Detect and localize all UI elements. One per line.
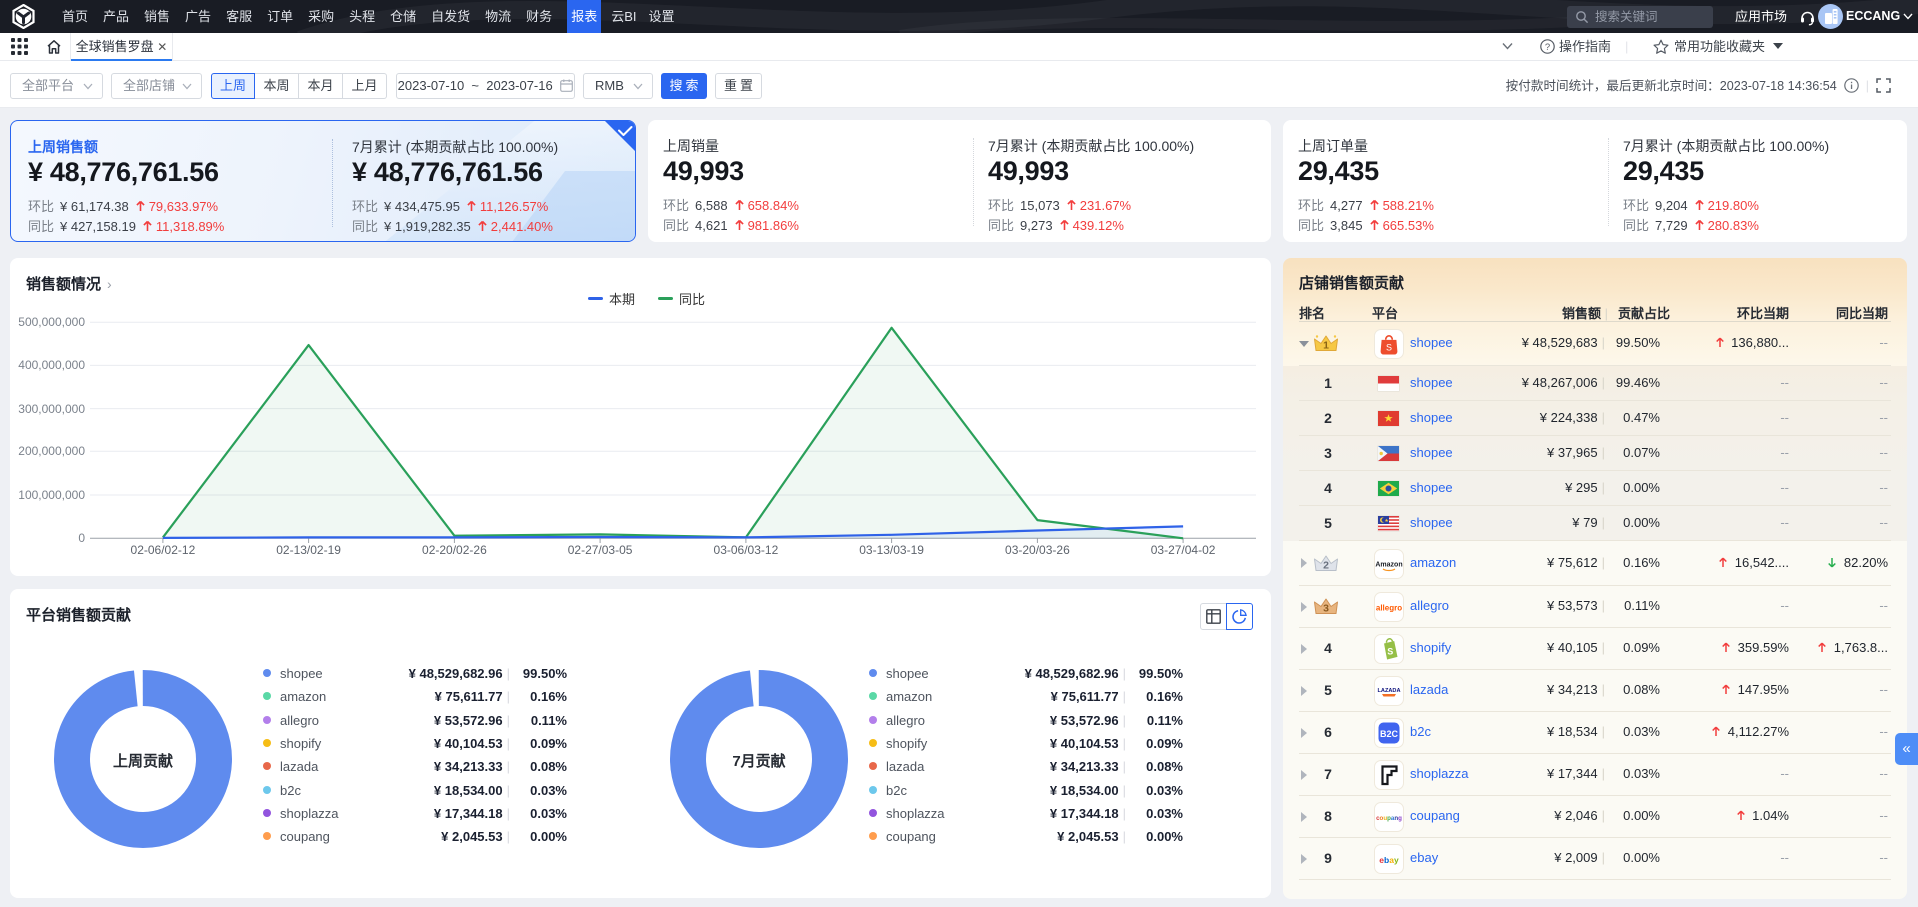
svg-text:400,000,000: 400,000,000 [18,358,85,372]
svg-text:coupang: coupang [1376,815,1402,822]
svg-text:02-27/03-05: 02-27/03-05 [568,543,633,557]
svg-text:02-20/02-26: 02-20/02-26 [422,543,487,557]
svg-text:同比: 同比 [679,292,705,307]
svg-text:200,000,000: 200,000,000 [18,444,85,458]
svg-text:allegro: allegro [1376,604,1402,613]
svg-text:LAZADA: LAZADA [1378,688,1401,694]
svg-text:300,000,000: 300,000,000 [18,402,85,416]
svg-text:S: S [1387,647,1393,657]
svg-text:本期: 本期 [609,292,635,307]
svg-text:100,000,000: 100,000,000 [18,488,85,502]
svg-text:ebay: ebay [1379,855,1399,865]
svg-text:?: ? [1545,42,1550,53]
svg-text:03-13/03-19: 03-13/03-19 [859,543,924,557]
svg-text:B2C: B2C [1380,729,1399,739]
svg-text:0: 0 [78,531,85,545]
svg-text:500,000,000: 500,000,000 [18,315,85,329]
svg-text:1: 1 [1323,340,1329,352]
svg-text:02-13/02-19: 02-13/02-19 [276,543,341,557]
svg-text:S: S [1386,343,1392,353]
svg-text:02-06/02-12: 02-06/02-12 [131,543,196,557]
svg-text:3: 3 [1323,603,1329,615]
svg-text:2: 2 [1323,560,1329,572]
svg-text:03-27/04-02: 03-27/04-02 [1151,543,1216,557]
svg-text:03-20/03-26: 03-20/03-26 [1005,543,1070,557]
svg-text:Amazon: Amazon [1375,562,1402,569]
svg-text:03-06/03-12: 03-06/03-12 [714,543,779,557]
